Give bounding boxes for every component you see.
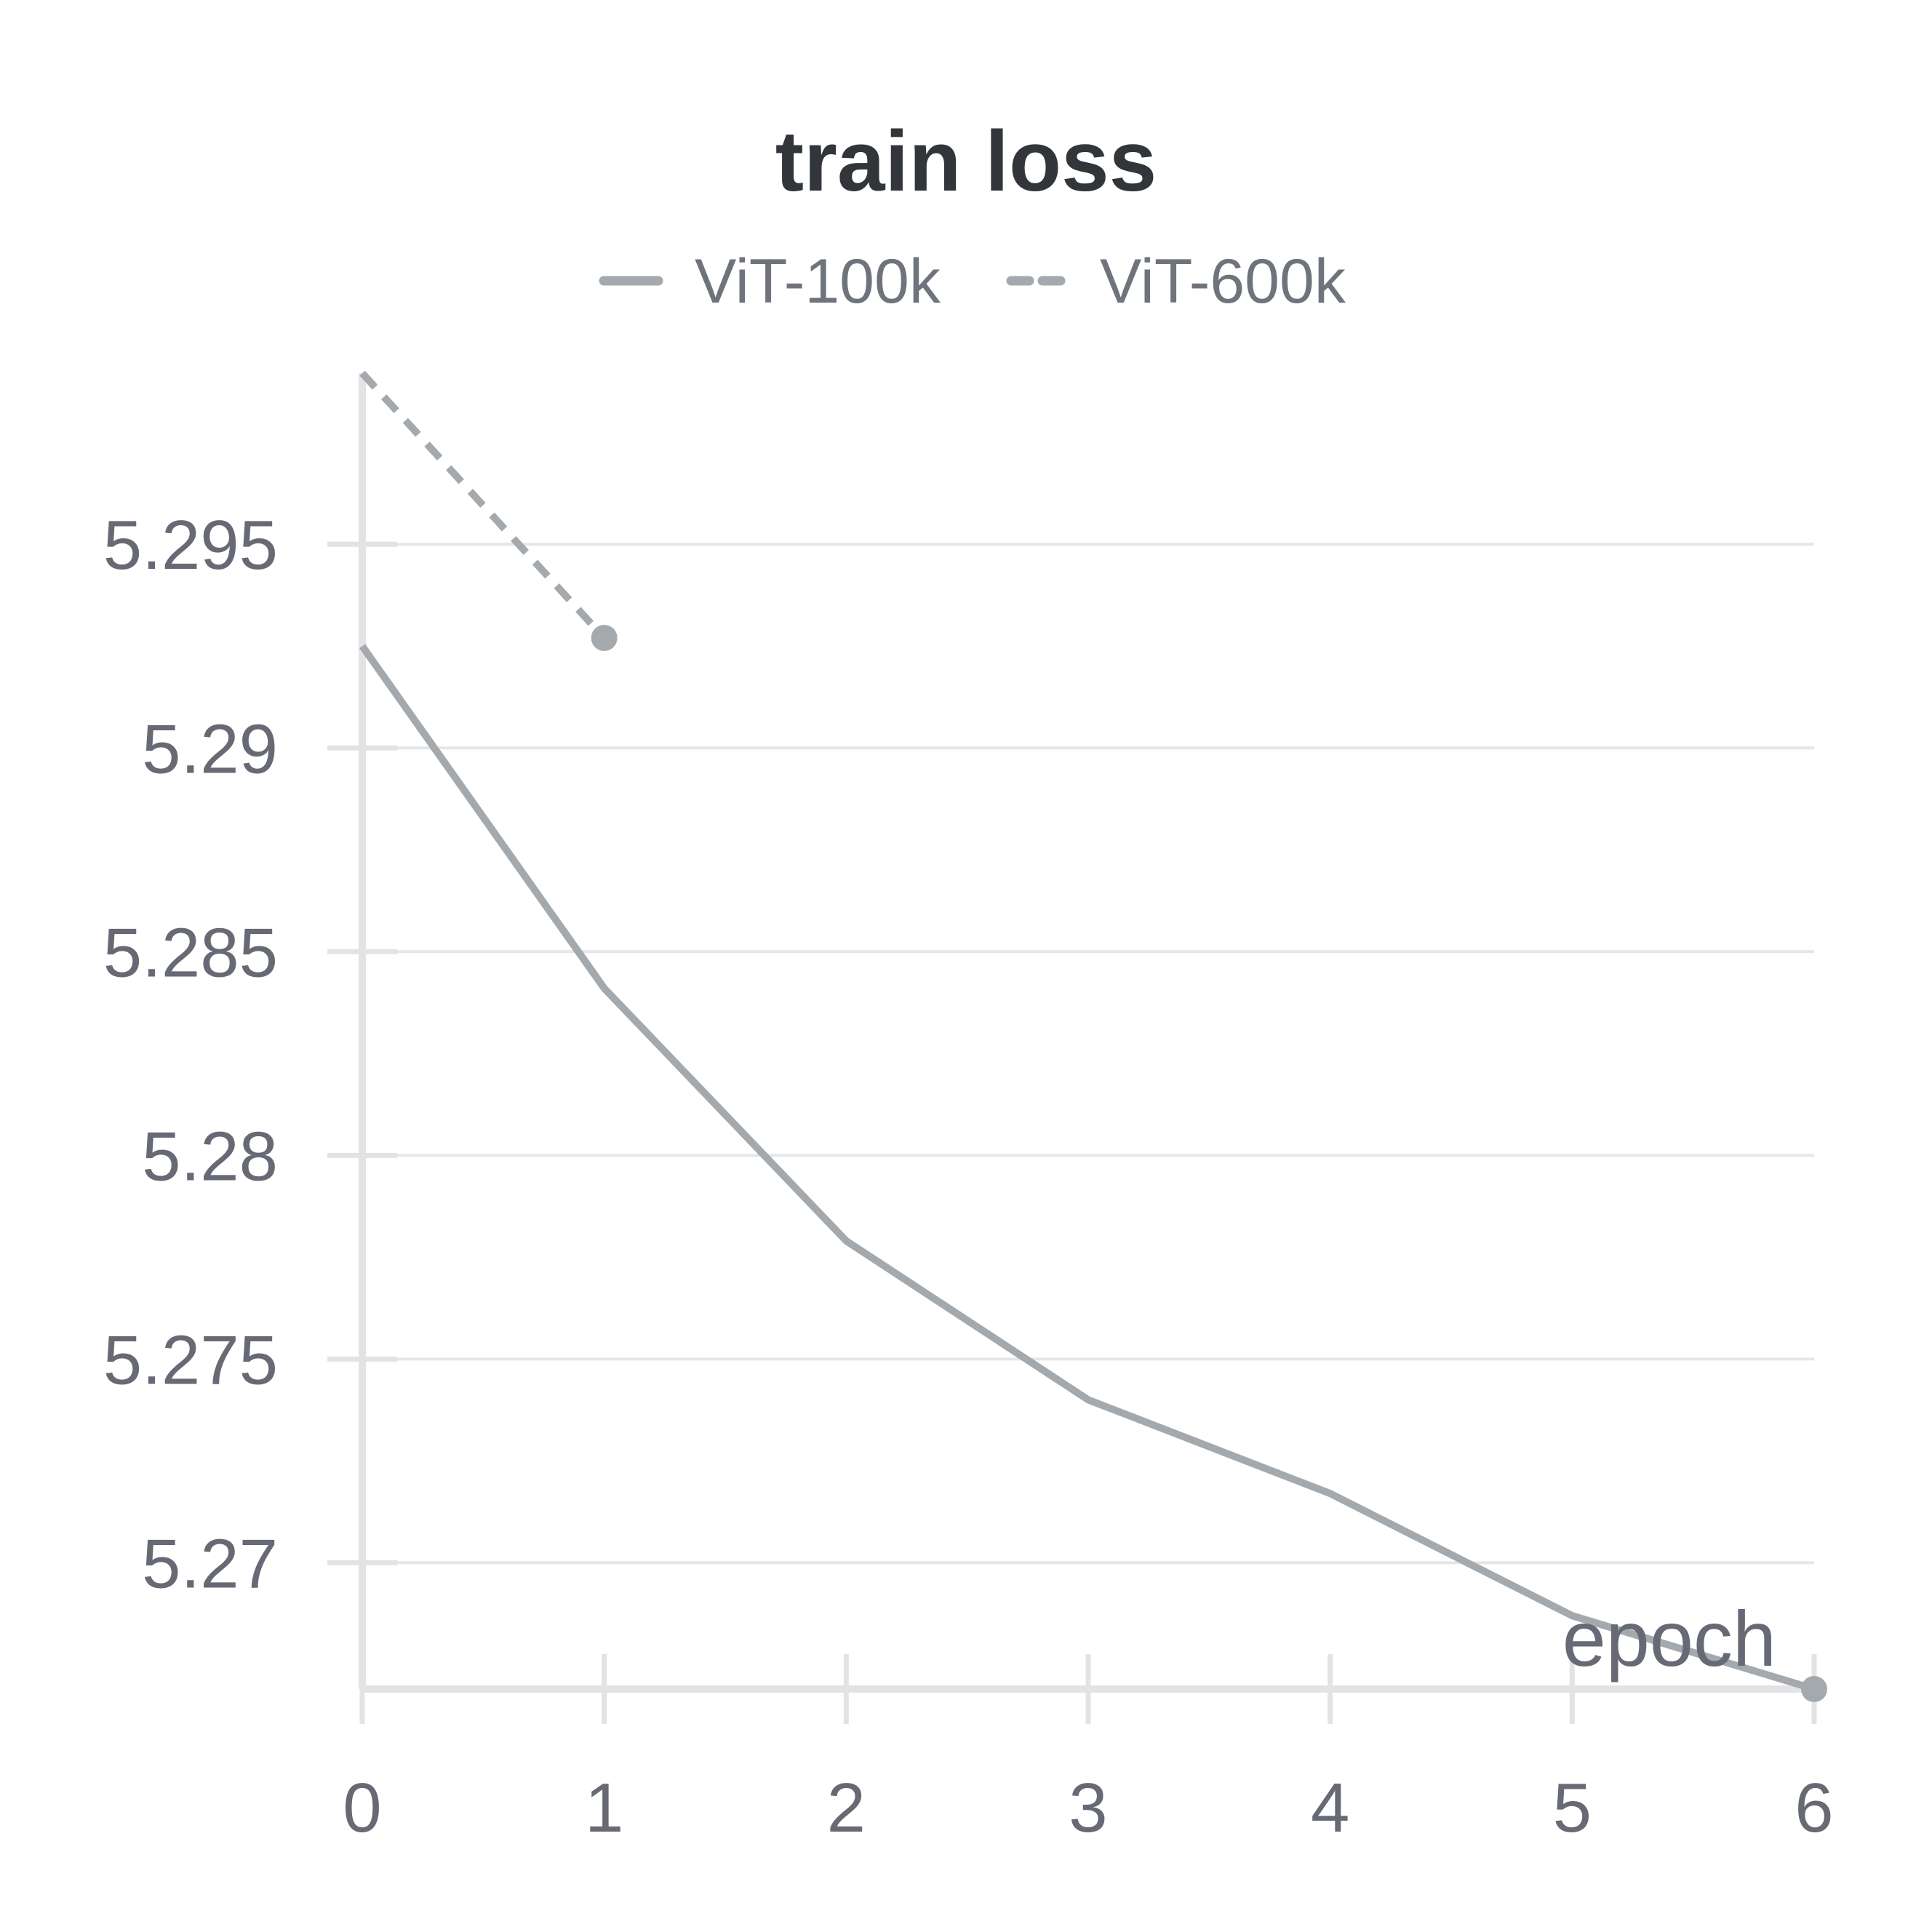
y-tick-label: 5.285 (103, 914, 278, 991)
series-lines (359, 370, 1827, 1702)
series-end-marker-vit-600k (591, 625, 618, 652)
legend-label-vit-600k: ViT-600k (1100, 247, 1346, 316)
x-tick-label: 1 (585, 1769, 623, 1847)
x-tick-label: 0 (343, 1769, 381, 1847)
y-tick-label: 5.275 (103, 1321, 278, 1399)
series-line-vit-600k (359, 370, 607, 641)
x-tick-label: 4 (1311, 1769, 1349, 1847)
tick-labels: 5.27 5.275 5.28 5.285 5.29 5.295 0 1 2 3 4 5 6 (103, 506, 1834, 1847)
gridlines (362, 543, 1814, 1565)
legend: ViT-100k ViT-600k (599, 247, 1346, 316)
chart-title: train loss (775, 113, 1157, 209)
y-tick-label: 5.28 (142, 1117, 278, 1195)
x-axis-title: epoch (1562, 1594, 1776, 1682)
y-tick-label: 5.27 (142, 1525, 278, 1602)
x-tick-label: 3 (1069, 1769, 1107, 1847)
series-line-vit-100k (359, 644, 1816, 1693)
tick-marks (327, 541, 1817, 1724)
legend-label-vit-100k: ViT-100k (695, 247, 941, 316)
axes (359, 373, 1814, 1693)
x-tick-label: 6 (1795, 1769, 1833, 1847)
y-tick-label: 5.295 (103, 506, 278, 584)
x-tick-label: 2 (827, 1769, 866, 1847)
y-tick-label: 5.29 (142, 710, 278, 788)
series-end-marker-vit-100k (1801, 1676, 1827, 1702)
x-tick-label: 5 (1553, 1769, 1592, 1847)
